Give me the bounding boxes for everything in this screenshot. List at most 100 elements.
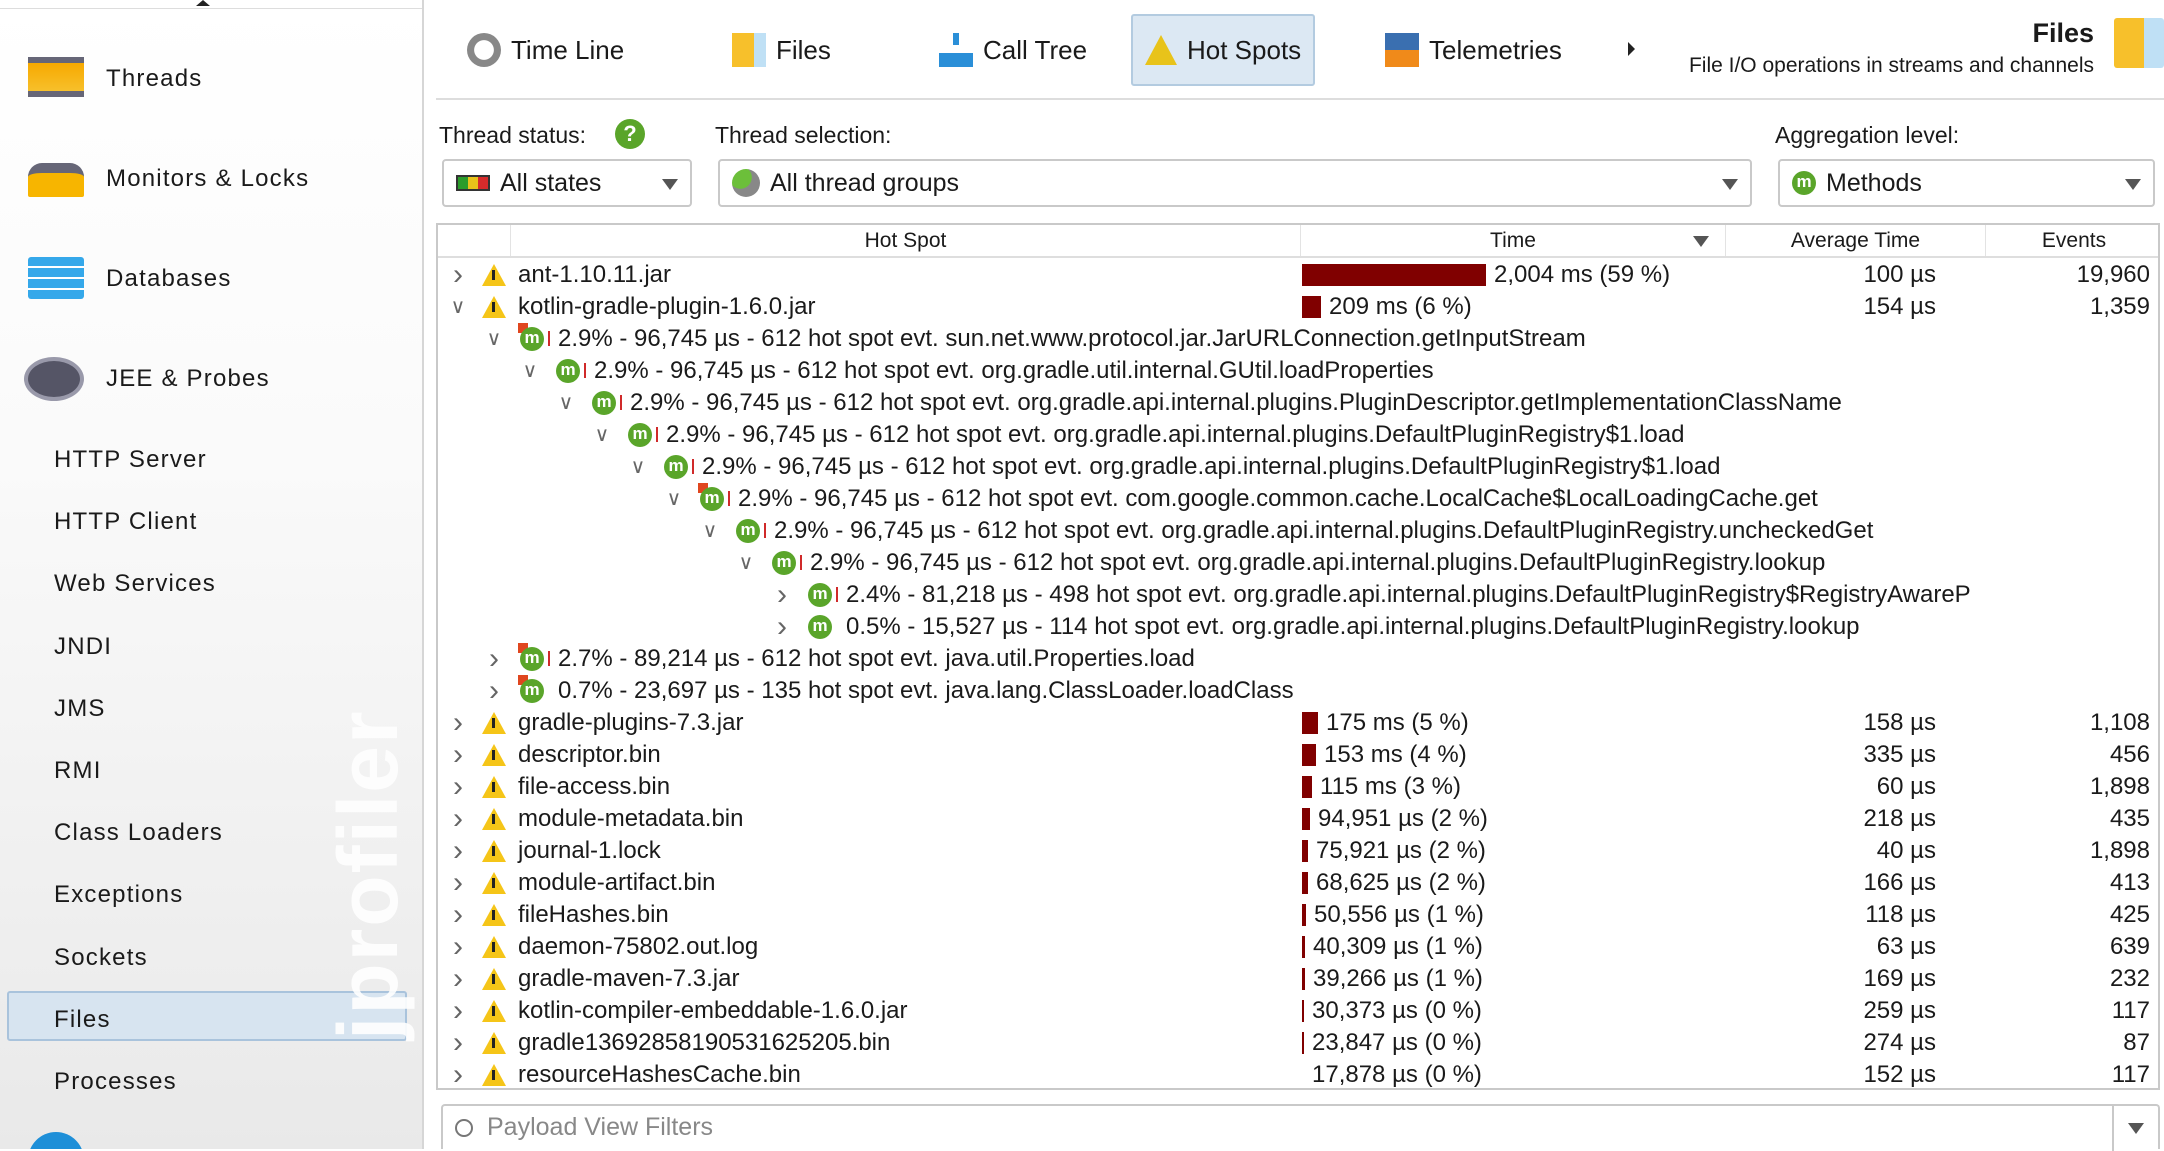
chevron-down-icon[interactable]: ∨	[702, 520, 718, 542]
chevron-down-icon[interactable]: ∨	[522, 360, 538, 382]
tree-node-row[interactable]: ∨ m 2.9% - 96,745 µs - 612 hot spot evt. o…	[438, 419, 2158, 451]
sidebar-item-web-services[interactable]: Web Services	[54, 570, 217, 598]
tree-node-row[interactable]: ∨ m 2.9% - 96,745 µs - 612 hot spot evt. o…	[438, 355, 2158, 387]
table-row[interactable]: ∨ kotlin-gradle-plugin-1.6.0.jar 209 ms (6…	[438, 291, 2158, 323]
hot-spots-tree-table[interactable]: Hot Spot Time Average Time Events › ant-1…	[436, 223, 2160, 1090]
column-header-time[interactable]: Time	[1300, 225, 1725, 256]
sidebar-item-exceptions[interactable]: Exceptions	[54, 881, 184, 909]
tree-node-row[interactable]: ∨ m 2.9% - 96,745 µs - 612 hot spot evt. s…	[438, 323, 2158, 355]
column-header-average-time[interactable]: Average Time	[1725, 225, 1985, 256]
hot-corner-icon	[518, 675, 528, 685]
warning-icon	[482, 1064, 506, 1086]
average-time-value: 152 µs	[1863, 1061, 1936, 1088]
chevron-right-icon[interactable]: ›	[453, 738, 463, 771]
chevron-right-icon[interactable]: ›	[453, 706, 463, 739]
table-row[interactable]: › descriptor.bin 153 ms (4 %) 335 µs 456	[438, 739, 2158, 771]
chevron-right-icon[interactable]: ›	[453, 930, 463, 963]
tab-overflow-arrow-icon[interactable]	[1628, 42, 1635, 56]
table-row[interactable]: › module-artifact.bin 68,625 µs (2 %) 166 µ…	[438, 867, 2158, 899]
tab-telemetries[interactable]: Telemetries	[1373, 14, 1574, 86]
sidebar-item-monitors-locks[interactable]: Monitors & Locks	[0, 149, 420, 209]
help-icon[interactable]: ?	[615, 119, 645, 149]
chevron-down-icon[interactable]: ∨	[666, 488, 682, 510]
tree-node-row[interactable]: ∨ m 2.9% - 96,745 µs - 612 hot spot evt. o…	[438, 451, 2158, 483]
folder-icon	[2114, 18, 2164, 68]
average-time-value: 100 µs	[1863, 261, 1936, 288]
column-header-events[interactable]: Events	[1985, 225, 2158, 256]
tree-node-row[interactable]: ∨ m 2.9% - 96,745 µs - 612 hot spot evt. o…	[438, 547, 2158, 579]
table-row[interactable]: › module-metadata.bin 94,951 µs (2 %) 218 µ…	[438, 803, 2158, 835]
chevron-right-icon[interactable]: ›	[453, 834, 463, 867]
chevron-right-icon[interactable]: ›	[489, 674, 499, 707]
header-spacer	[438, 225, 510, 256]
chevron-right-icon[interactable]: ›	[453, 802, 463, 835]
tab-files[interactable]: Files	[720, 14, 843, 86]
chevron-down-icon[interactable]: ∨	[450, 296, 466, 318]
sidebar-item-files[interactable]: Files	[54, 1005, 111, 1033]
payload-view-filter-input[interactable]: Payload View Filters	[441, 1104, 2160, 1151]
chevron-right-icon[interactable]: ›	[453, 962, 463, 995]
chevron-down-icon[interactable]: ∨	[594, 424, 610, 446]
table-row[interactable]: › journal-1.lock 75,921 µs (2 %) 40 µs 1,898	[438, 835, 2158, 867]
thread-selection-select[interactable]: All thread groups	[718, 159, 1752, 207]
tree-node-row[interactable]: ∨ m 2.9% - 96,745 µs - 612 hot spot evt. c…	[438, 483, 2158, 515]
table-row[interactable]: › gradle-maven-7.3.jar 39,266 µs (1 %) 169 …	[438, 963, 2158, 995]
chevron-down-icon[interactable]: ∨	[630, 456, 646, 478]
sidebar-item-http-client[interactable]: HTTP Client	[54, 508, 198, 536]
hot-spot-name: file-access.bin	[518, 773, 671, 800]
aggregation-level-select[interactable]: m Methods	[1778, 159, 2155, 207]
average-time-value: 335 µs	[1863, 741, 1936, 768]
hot-spot-name: 2.9% - 96,745 µs - 612 hot spot evt. org…	[810, 549, 1826, 576]
table-row[interactable]: › ant-1.10.11.jar 2,004 ms (59 %) 100 µs 19,…	[438, 259, 2158, 291]
chevron-down-icon[interactable]: ∨	[558, 392, 574, 414]
table-row[interactable]: › file-access.bin 115 ms (3 %) 60 µs 1,898	[438, 771, 2158, 803]
filter-dropdown-button[interactable]	[2112, 1106, 2158, 1151]
tab-call-tree[interactable]: Call Tree	[927, 14, 1099, 86]
sidebar-item-processes[interactable]: Processes	[54, 1068, 177, 1095]
table-row[interactable]: › gradle13692858190531625205.bin 23,847 µs…	[438, 1027, 2158, 1059]
tree-node-row[interactable]: ∨ m 2.9% - 96,745 µs - 612 hot spot evt. o…	[438, 515, 2158, 547]
chevron-right-icon[interactable]: ›	[453, 898, 463, 931]
table-row[interactable]: › kotlin-compiler-embeddable-1.6.0.jar 30,…	[438, 995, 2158, 1027]
chevron-down-icon[interactable]: ∨	[486, 328, 502, 350]
scroll-up-arrow-icon[interactable]	[196, 0, 210, 6]
chevron-right-icon[interactable]: ›	[777, 610, 787, 643]
chevron-right-icon[interactable]: ›	[453, 1058, 463, 1090]
thread-states-icon	[456, 175, 490, 191]
table-row[interactable]: › fileHashes.bin 50,556 µs (1 %) 118 µs 425	[438, 899, 2158, 931]
sidebar-item-threads[interactable]: Threads	[0, 49, 420, 109]
method-icon: m	[700, 487, 724, 511]
thread-status-select[interactable]: All states	[442, 159, 692, 207]
table-row[interactable]: › resourceHashesCache.bin 17,878 µs (0 %) 1…	[438, 1058, 2158, 1090]
sidebar-item-http-server[interactable]: HTTP Server	[54, 446, 207, 473]
chevron-right-icon[interactable]: ›	[453, 1026, 463, 1059]
sidebar-item-jndi[interactable]: JNDI	[54, 632, 113, 660]
tree-node-row[interactable]: ∨ m 2.9% - 96,745 µs - 612 hot spot evt. o…	[438, 387, 2158, 419]
tree-node-row[interactable]: › m 0.5% - 15,527 µs - 114 hot spot evt. o…	[438, 611, 2158, 643]
hot-spot-name: 2.9% - 96,745 µs - 612 hot spot evt. org…	[630, 389, 1842, 416]
sidebar-item-class-loaders[interactable]: Class Loaders	[54, 819, 224, 847]
sidebar-item-rmi[interactable]: RMI	[54, 757, 102, 784]
tab-hot-spots[interactable]: Hot Spots	[1131, 14, 1316, 86]
tab-time-line[interactable]: Time Line	[455, 14, 636, 86]
method-icon: m	[808, 583, 832, 607]
tree-node-row[interactable]: › m 2.7% - 89,214 µs - 612 hot spot evt. j…	[438, 643, 2158, 675]
sidebar-item-jee-probes[interactable]: JEE & Probes	[0, 349, 420, 409]
column-header-hot-spot[interactable]: Hot Spot	[510, 225, 1300, 256]
tree-node-row[interactable]: › m 2.4% - 81,218 µs - 498 hot spot evt. o…	[438, 579, 2158, 611]
time-bar	[1302, 808, 1310, 830]
sidebar-item-sockets[interactable]: Sockets	[54, 943, 148, 971]
hot-spot-name: 2.9% - 96,745 µs - 612 hot spot evt. org…	[702, 453, 1721, 480]
chevron-right-icon[interactable]: ›	[453, 258, 463, 291]
chevron-right-icon[interactable]: ›	[453, 770, 463, 803]
table-row[interactable]: › daemon-75802.out.log 40,309 µs (1 %) 63 µ…	[438, 931, 2158, 963]
sidebar-item-databases[interactable]: Databases	[0, 249, 420, 309]
chevron-right-icon[interactable]: ›	[453, 994, 463, 1027]
chevron-right-icon[interactable]: ›	[489, 642, 499, 675]
chevron-down-icon[interactable]: ∨	[738, 552, 754, 574]
table-row[interactable]: › gradle-plugins-7.3.jar 175 ms (5 %) 158 µ…	[438, 707, 2158, 739]
sidebar-item-jms[interactable]: JMS	[54, 694, 106, 722]
tree-node-row[interactable]: › m 0.7% - 23,697 µs - 135 hot spot evt. j…	[438, 675, 2158, 707]
chevron-right-icon[interactable]: ›	[453, 866, 463, 899]
chevron-right-icon[interactable]: ›	[777, 578, 787, 611]
